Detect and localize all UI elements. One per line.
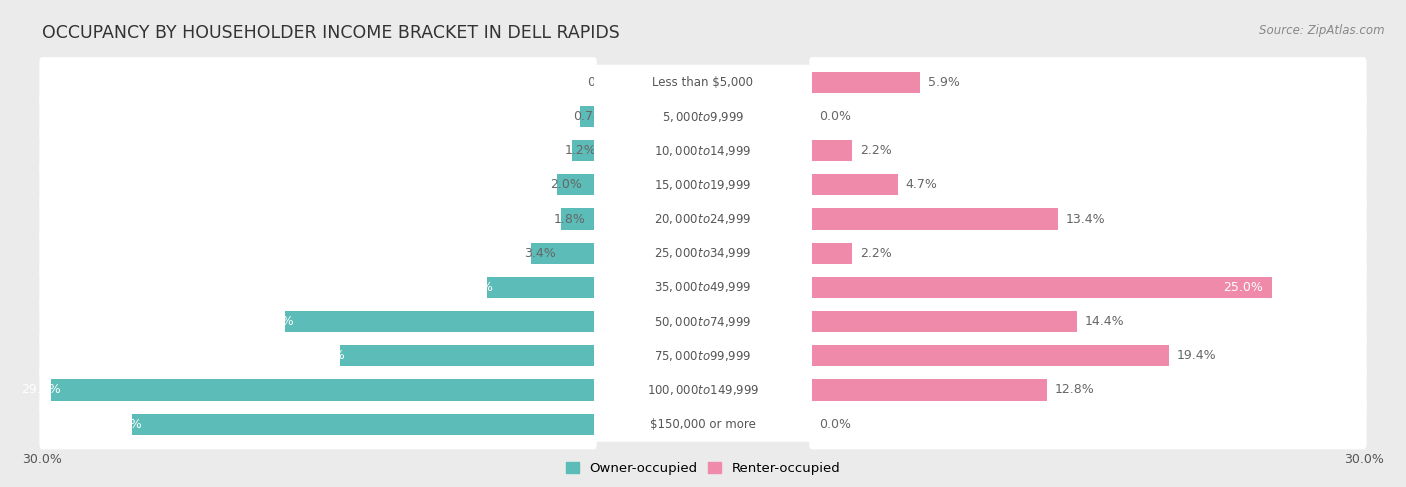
Text: 0.0%: 0.0% bbox=[586, 76, 619, 89]
Text: 25.0%: 25.0% bbox=[1223, 281, 1263, 294]
FancyBboxPatch shape bbox=[39, 296, 596, 347]
FancyBboxPatch shape bbox=[39, 126, 596, 176]
Bar bbox=[285, 311, 593, 332]
FancyBboxPatch shape bbox=[588, 236, 818, 271]
FancyBboxPatch shape bbox=[810, 331, 1367, 381]
Text: 29.5%: 29.5% bbox=[21, 383, 60, 396]
Bar bbox=[813, 243, 852, 264]
FancyBboxPatch shape bbox=[39, 57, 596, 108]
Text: 1.8%: 1.8% bbox=[554, 212, 585, 225]
FancyBboxPatch shape bbox=[810, 91, 1367, 142]
Text: 5.8%: 5.8% bbox=[461, 281, 494, 294]
Text: $25,000 to $34,999: $25,000 to $34,999 bbox=[654, 246, 752, 260]
FancyBboxPatch shape bbox=[588, 338, 818, 374]
Text: $5,000 to $9,999: $5,000 to $9,999 bbox=[662, 110, 744, 124]
Text: 5.9%: 5.9% bbox=[928, 76, 960, 89]
Text: $10,000 to $14,999: $10,000 to $14,999 bbox=[654, 144, 752, 158]
Text: 4.7%: 4.7% bbox=[905, 178, 938, 191]
FancyBboxPatch shape bbox=[810, 296, 1367, 347]
Text: $35,000 to $49,999: $35,000 to $49,999 bbox=[654, 281, 752, 295]
Bar bbox=[557, 174, 593, 195]
Bar bbox=[813, 379, 1047, 400]
FancyBboxPatch shape bbox=[810, 365, 1367, 415]
Bar bbox=[813, 174, 898, 195]
Text: 3.4%: 3.4% bbox=[524, 247, 555, 260]
Bar bbox=[813, 277, 1272, 298]
Bar bbox=[488, 277, 593, 298]
FancyBboxPatch shape bbox=[39, 194, 596, 244]
Bar bbox=[813, 140, 852, 161]
FancyBboxPatch shape bbox=[39, 91, 596, 142]
FancyBboxPatch shape bbox=[588, 373, 818, 408]
Text: 12.8%: 12.8% bbox=[1054, 383, 1094, 396]
Text: 19.4%: 19.4% bbox=[1177, 349, 1216, 362]
FancyBboxPatch shape bbox=[810, 228, 1367, 279]
Text: $75,000 to $99,999: $75,000 to $99,999 bbox=[654, 349, 752, 363]
FancyBboxPatch shape bbox=[810, 160, 1367, 210]
Text: $50,000 to $74,999: $50,000 to $74,999 bbox=[654, 315, 752, 329]
FancyBboxPatch shape bbox=[39, 331, 596, 381]
Bar bbox=[813, 311, 1077, 332]
Text: $150,000 or more: $150,000 or more bbox=[650, 418, 756, 431]
FancyBboxPatch shape bbox=[39, 262, 596, 313]
Bar bbox=[581, 106, 593, 127]
FancyBboxPatch shape bbox=[39, 160, 596, 210]
FancyBboxPatch shape bbox=[39, 399, 596, 450]
FancyBboxPatch shape bbox=[588, 133, 818, 169]
FancyBboxPatch shape bbox=[588, 407, 818, 442]
Text: 2.0%: 2.0% bbox=[550, 178, 582, 191]
Text: 13.4%: 13.4% bbox=[1066, 212, 1105, 225]
Bar bbox=[561, 208, 593, 230]
Text: 1.2%: 1.2% bbox=[565, 144, 596, 157]
Bar bbox=[813, 208, 1059, 230]
Legend: Owner-occupied, Renter-occupied: Owner-occupied, Renter-occupied bbox=[560, 457, 846, 480]
Bar bbox=[531, 243, 593, 264]
Text: 0.0%: 0.0% bbox=[820, 110, 851, 123]
Text: 2.2%: 2.2% bbox=[860, 247, 891, 260]
FancyBboxPatch shape bbox=[39, 365, 596, 415]
FancyBboxPatch shape bbox=[39, 228, 596, 279]
FancyBboxPatch shape bbox=[588, 168, 818, 203]
Text: Less than $5,000: Less than $5,000 bbox=[652, 76, 754, 89]
FancyBboxPatch shape bbox=[588, 99, 818, 134]
Bar bbox=[813, 72, 921, 93]
Text: 14.4%: 14.4% bbox=[1084, 315, 1123, 328]
Bar bbox=[340, 345, 593, 366]
Bar bbox=[132, 413, 593, 435]
Text: 16.8%: 16.8% bbox=[254, 315, 294, 328]
FancyBboxPatch shape bbox=[588, 270, 818, 305]
FancyBboxPatch shape bbox=[588, 65, 818, 100]
FancyBboxPatch shape bbox=[588, 304, 818, 339]
Text: $20,000 to $24,999: $20,000 to $24,999 bbox=[654, 212, 752, 226]
FancyBboxPatch shape bbox=[588, 202, 818, 237]
Text: 0.0%: 0.0% bbox=[820, 418, 851, 431]
FancyBboxPatch shape bbox=[810, 399, 1367, 450]
Bar bbox=[52, 379, 593, 400]
FancyBboxPatch shape bbox=[810, 126, 1367, 176]
Text: Source: ZipAtlas.com: Source: ZipAtlas.com bbox=[1260, 24, 1385, 37]
Bar bbox=[813, 345, 1168, 366]
Text: 13.8%: 13.8% bbox=[307, 349, 346, 362]
Text: 0.74%: 0.74% bbox=[574, 110, 613, 123]
FancyBboxPatch shape bbox=[810, 57, 1367, 108]
FancyBboxPatch shape bbox=[810, 262, 1367, 313]
Text: 25.1%: 25.1% bbox=[101, 418, 142, 431]
Text: 2.2%: 2.2% bbox=[860, 144, 891, 157]
Text: $100,000 to $149,999: $100,000 to $149,999 bbox=[647, 383, 759, 397]
FancyBboxPatch shape bbox=[810, 194, 1367, 244]
Text: OCCUPANCY BY HOUSEHOLDER INCOME BRACKET IN DELL RAPIDS: OCCUPANCY BY HOUSEHOLDER INCOME BRACKET … bbox=[42, 24, 620, 42]
Text: $15,000 to $19,999: $15,000 to $19,999 bbox=[654, 178, 752, 192]
Bar bbox=[572, 140, 593, 161]
